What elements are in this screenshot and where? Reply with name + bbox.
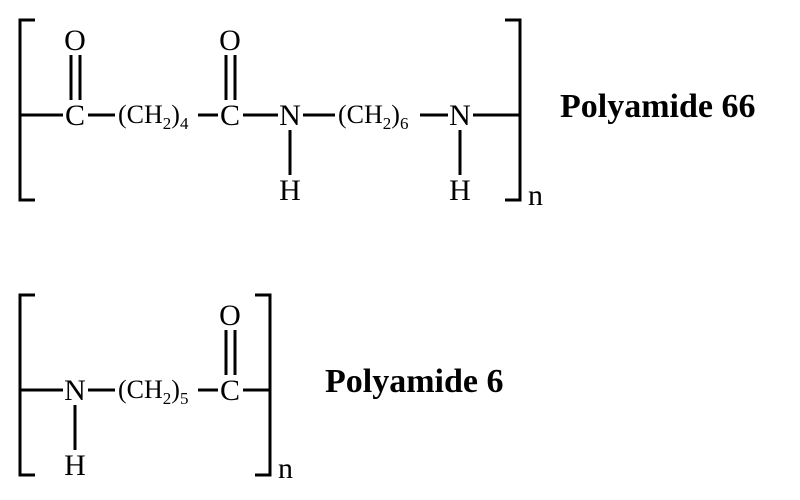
c1-atom: C xyxy=(65,99,85,132)
polyamide-66-text: O O C C N N H H (CH2)4 (CH2)6 n xyxy=(64,24,543,212)
o-atom-2: O xyxy=(219,299,241,332)
n1-atom: N xyxy=(279,99,301,132)
repeat-n-1: n xyxy=(528,179,543,212)
chemical-structures: O O C C N N H H (CH2)4 (CH2)6 n xyxy=(0,0,800,500)
h2-atom: H xyxy=(449,174,471,207)
polyamide-6-text: O N C H (CH2)5 n xyxy=(64,299,293,485)
polyamide-6-label: Polyamide 6 xyxy=(325,363,503,401)
c2-atom: C xyxy=(220,99,240,132)
polyamide-66-label: Polyamide 66 xyxy=(560,88,755,126)
repeat-n-2: n xyxy=(278,452,293,485)
o1-atom: O xyxy=(64,24,86,57)
polyamide-66-structure xyxy=(20,20,520,200)
ch2-4-group: (CH2)4 xyxy=(118,100,189,133)
h-atom-2: H xyxy=(64,449,86,482)
ch2-6-group: (CH2)6 xyxy=(338,100,408,133)
o2-atom: O xyxy=(219,24,241,57)
n-atom-2: N xyxy=(64,374,86,407)
ch2-5-group: (CH2)5 xyxy=(118,375,188,408)
n2-atom: N xyxy=(449,99,471,132)
c-atom-2: C xyxy=(220,374,240,407)
h1-atom: H xyxy=(279,174,301,207)
